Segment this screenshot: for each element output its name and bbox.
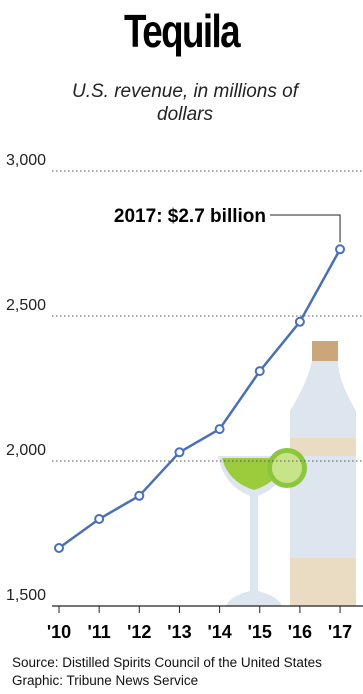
x-tick-label: '10 bbox=[47, 622, 71, 642]
y-tick-label: 1,500 bbox=[6, 587, 46, 604]
x-tick-label: '13 bbox=[167, 622, 191, 642]
marker bbox=[134, 490, 145, 501]
marker bbox=[214, 424, 225, 435]
marker bbox=[335, 244, 346, 255]
bottle bbox=[290, 341, 356, 606]
marker bbox=[54, 543, 64, 553]
x-tick-label: '11 bbox=[87, 622, 110, 642]
y-tick-label: 3,000 bbox=[6, 152, 46, 169]
marker bbox=[94, 514, 105, 524]
source: Source: Distilled Spirits Council of the… bbox=[12, 655, 322, 670]
y-tick-label: 2,500 bbox=[6, 297, 46, 314]
line bbox=[58, 248, 342, 550]
annotation-line bbox=[270, 214, 341, 243]
chart-subtitle: U.S. revenue, in millions of dollars bbox=[72, 81, 298, 125]
illustration bbox=[218, 341, 356, 606]
x-tick-label: '15 bbox=[248, 622, 272, 642]
x-tick-label: '16 bbox=[288, 622, 312, 642]
marker bbox=[174, 447, 185, 458]
annotation: 2017: $2.7 billion bbox=[114, 206, 266, 227]
x-tick-label: '12 bbox=[127, 622, 151, 642]
chart-title: Tequila bbox=[124, 5, 240, 57]
credit: Graphic: Tribune News Service bbox=[12, 673, 199, 688]
bottle-label bbox=[290, 438, 356, 456]
x-tick-label: '14 bbox=[207, 622, 231, 642]
bottle-label bbox=[290, 558, 356, 606]
y-tick-label: 2,000 bbox=[6, 442, 46, 459]
marker bbox=[254, 366, 265, 377]
marker bbox=[294, 316, 305, 327]
glass bbox=[218, 456, 290, 606]
lime bbox=[272, 453, 302, 483]
bottle-cap bbox=[312, 341, 338, 361]
x-tick-label: '17 bbox=[328, 622, 352, 642]
